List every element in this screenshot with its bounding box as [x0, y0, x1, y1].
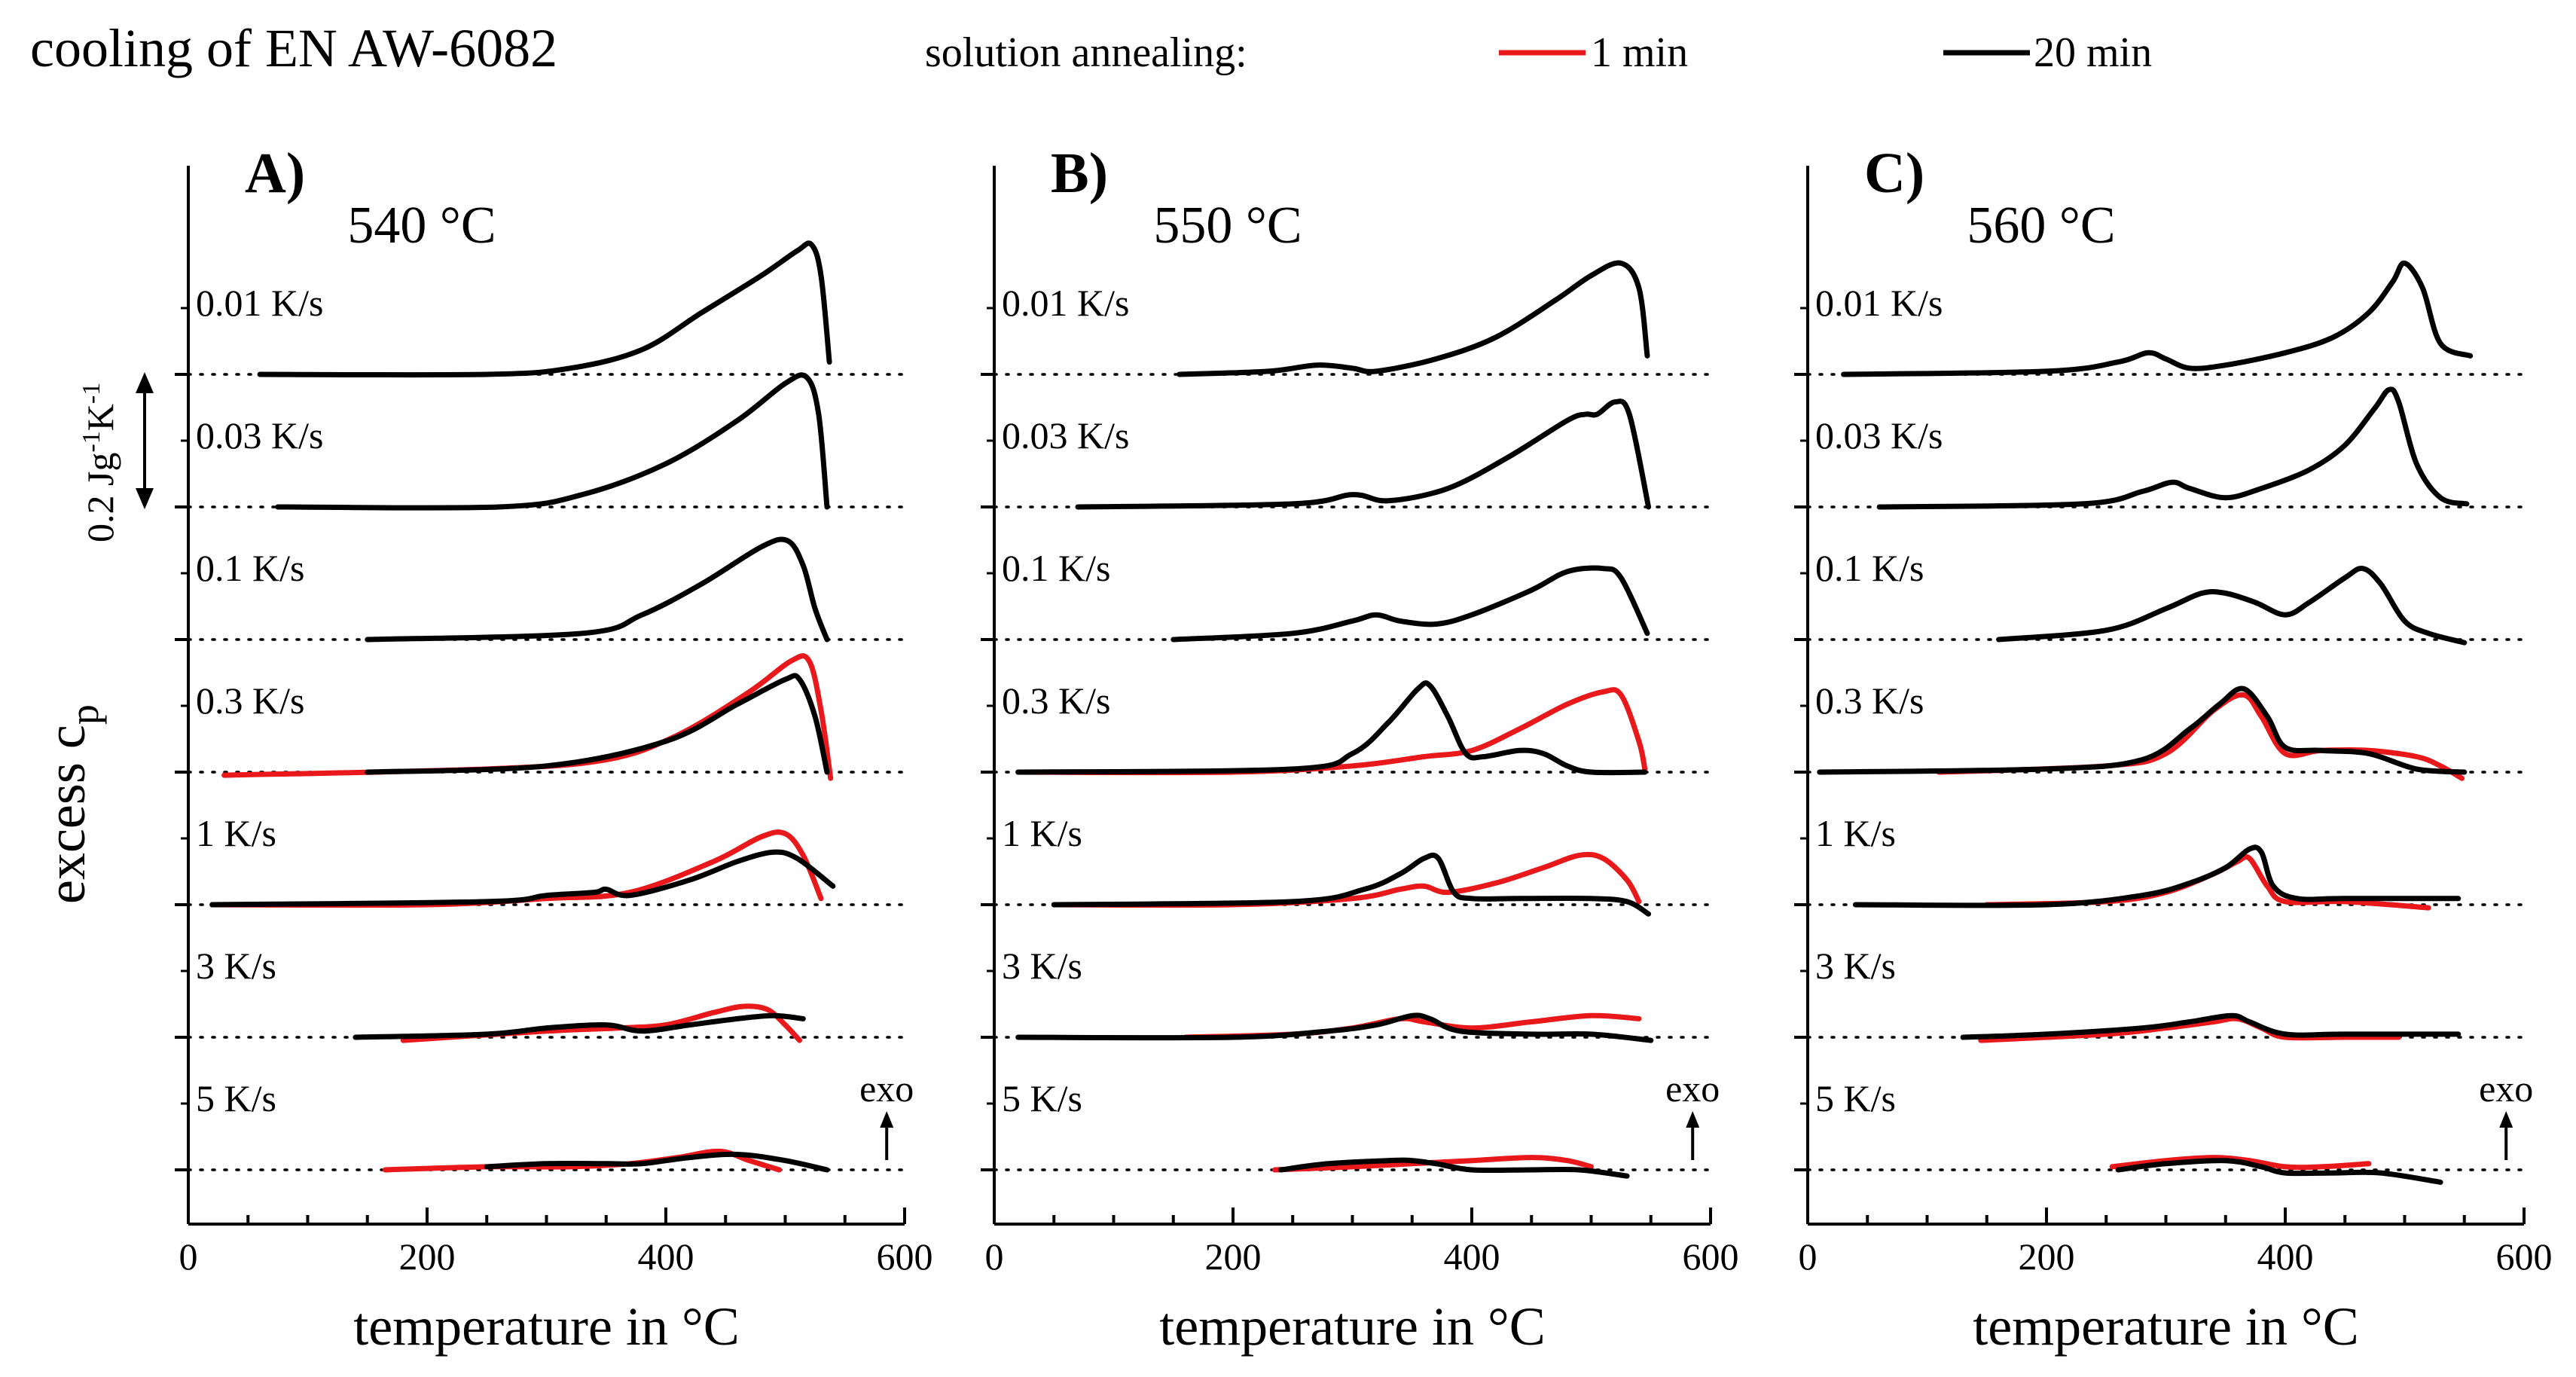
rate-label: 5 K/s: [196, 1077, 276, 1119]
x-tick-label: 600: [877, 1235, 933, 1278]
rate-label: 0.1 K/s: [1815, 547, 1924, 589]
rate-label: 3 K/s: [1815, 945, 1896, 987]
series-line-20min: [353, 1012, 806, 1040]
rate-label: 0.1 K/s: [196, 547, 304, 589]
series-line-20min: [1015, 1012, 1654, 1043]
rate-label: 3 K/s: [1002, 945, 1082, 987]
rate-label: 0.01 K/s: [1002, 282, 1129, 324]
series-line-20min: [365, 536, 830, 643]
rate-label: 0.03 K/s: [1815, 414, 1943, 456]
series-line-20min: [1177, 260, 1650, 377]
rate-label: 0.03 K/s: [1002, 414, 1129, 456]
series-line-20min: [275, 372, 830, 511]
x-tick-label: 400: [1444, 1235, 1500, 1278]
x-tick-label: 0: [179, 1235, 198, 1278]
panel-temperature: 560 °C: [1967, 197, 2115, 255]
scale-bar-arrow-down: [136, 488, 154, 509]
x-tick-label: 600: [1683, 1235, 1739, 1278]
rate-label: 0.3 K/s: [196, 679, 304, 722]
panel-letter: A): [245, 142, 305, 205]
panel-1: 0 200 400 600 temperature in °C A) 540 °C exo 0.…: [175, 142, 933, 1357]
legend-entry-1min: 1 min: [1591, 29, 1688, 76]
series-line-20min: [257, 240, 832, 378]
x-tick-label: 0: [1799, 1235, 1818, 1278]
x-axis-title: temperature in °C: [353, 1296, 740, 1357]
rate-label: 1 K/s: [1815, 812, 1896, 854]
x-tick-label: 0: [985, 1235, 1004, 1278]
series-line-20min: [1051, 852, 1652, 917]
series-line-20min: [1075, 398, 1652, 510]
series-line-20min: [1852, 844, 2462, 908]
panel-2: 0 200 400 600 temperature in °C B) 550 °C exo 0.…: [981, 142, 1739, 1357]
panels: 0 200 400 600 temperature in °C A) 540 °C exo 0.…: [175, 142, 2553, 1357]
x-tick-label: 600: [2496, 1235, 2553, 1278]
rate-label: 0.3 K/s: [1002, 679, 1110, 722]
series-line-20min: [1876, 386, 2470, 510]
rate-label: 3 K/s: [196, 945, 276, 987]
exo-label: exo: [859, 1067, 914, 1110]
panel-letter: B): [1051, 142, 1108, 205]
rate-label: 0.3 K/s: [1815, 679, 1924, 722]
scale-bar-label: 0.2 Jg-1K-1: [78, 383, 121, 542]
rate-label: 0.03 K/s: [196, 414, 323, 456]
exo-arrow-head: [1686, 1111, 1700, 1128]
series-line-20min: [1015, 680, 1648, 776]
rate-label: 0.01 K/s: [1815, 282, 1943, 324]
series-line-20min: [2115, 1158, 2443, 1185]
rate-label: 0.01 K/s: [196, 282, 323, 324]
rate-label: 5 K/s: [1815, 1077, 1896, 1119]
figure-title: cooling of EN AW-6082: [30, 18, 557, 78]
x-tick-label: 400: [2257, 1235, 2314, 1278]
series-line-1min: [1978, 1015, 2402, 1043]
scale-bar-arrow-up: [136, 372, 154, 393]
x-axis-title: temperature in °C: [1159, 1296, 1546, 1357]
panel-temperature: 540 °C: [347, 197, 496, 255]
x-tick-label: 200: [2019, 1235, 2075, 1278]
rate-label: 1 K/s: [196, 812, 276, 854]
exo-label: exo: [2479, 1067, 2533, 1110]
x-axis-title: temperature in °C: [1973, 1296, 2359, 1357]
series-line-20min: [365, 673, 830, 775]
series-line-20min: [1170, 565, 1650, 643]
rate-label: 5 K/s: [1002, 1077, 1082, 1119]
series-line-1min: [1015, 687, 1648, 776]
series-line-20min: [1996, 566, 2468, 646]
legend-label: solution annealing:: [925, 29, 1247, 76]
x-tick-label: 400: [638, 1235, 694, 1278]
series-line-20min: [1960, 1012, 2462, 1040]
series-line-20min: [1817, 685, 2468, 775]
series-line-1min: [209, 829, 824, 908]
series-line-20min: [484, 1151, 830, 1173]
exo-arrow-head: [2499, 1111, 2513, 1128]
panel-letter: C): [1864, 142, 1924, 205]
series-line-20min: [1841, 260, 2474, 377]
series-line-1min: [221, 653, 834, 781]
series-line-20min: [209, 849, 836, 908]
scale-bar: 0.2 Jg-1K-1: [78, 372, 154, 542]
panel-3: 0 200 400 600 temperature in °C C) 560 °C exo 0.…: [1794, 142, 2553, 1357]
legend-entry-20min: 20 min: [2034, 29, 2152, 76]
panel-temperature: 550 °C: [1153, 197, 1302, 255]
series-line-1min: [1272, 1155, 1594, 1173]
exo-label: exo: [1665, 1067, 1720, 1110]
y-axis-title: excess cp: [36, 704, 107, 904]
series-line-1min: [1936, 692, 2465, 781]
series-line-1min: [2109, 1155, 2372, 1171]
x-tick-label: 200: [399, 1235, 456, 1278]
series-line-20min: [1277, 1157, 1630, 1179]
rate-label: 0.1 K/s: [1002, 547, 1110, 589]
x-tick-label: 200: [1205, 1235, 1262, 1278]
rate-label: 1 K/s: [1002, 812, 1082, 854]
exo-arrow-head: [880, 1111, 894, 1128]
